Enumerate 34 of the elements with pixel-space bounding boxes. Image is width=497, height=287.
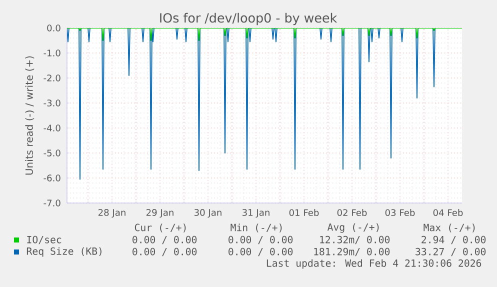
text: 0.00 / 0.00 [132, 248, 197, 256]
y-tick-label: -7.0 [44, 200, 60, 206]
text: 33.27 / 0.00 [416, 248, 486, 256]
x-tick-label: 04 Feb [433, 209, 463, 216]
y-tick-label: -5.0 [44, 150, 60, 156]
text: 0.00 / 0.00 [132, 236, 197, 244]
y-tick-label: 0.0 [47, 24, 60, 32]
y-tick-label: -6.0 [44, 174, 60, 182]
x-tick-label: 30 Jan [194, 209, 222, 218]
x-tick-label: 29 Jan [146, 209, 174, 218]
y-axis-title: Units read (-) / write (+) [25, 56, 34, 175]
line-series [67, 28, 462, 41]
y-tick-label: -2.0 [44, 74, 60, 82]
text: 2.94 / 0.00 [422, 236, 486, 244]
text: Last update: Wed Feb 4 21:30:06 2026 [266, 259, 482, 269]
text: 181.29m/ 0.00 [314, 248, 390, 256]
text: Min (-/+) [230, 224, 282, 232]
y-tick-label: -4.0 [44, 124, 60, 132]
text: Avg (-/+) [327, 223, 379, 233]
text: 0.00 / 0.00 [228, 236, 293, 244]
text: 0.00 / 0.00 [228, 248, 293, 256]
text: Cur (-/+) [134, 224, 186, 232]
y-tick-label: -1.0 [44, 50, 60, 56]
x-tick-label: 01 Feb [289, 209, 319, 216]
text: 12.32m/ 0.00 [320, 236, 390, 244]
x-tick-label: 02 Feb [337, 209, 367, 216]
chart-title: IOs for /dev/loop0 - by week [160, 12, 338, 26]
legend-label: IO/sec [27, 236, 62, 244]
x-tick-label: 03 Feb [385, 209, 415, 216]
x-tick-label: 31 Jan [242, 209, 270, 218]
text: Max (-/+) [424, 224, 475, 232]
x-tick-label: 28 Jan [98, 209, 126, 218]
y-tick-label: -3.0 [44, 100, 60, 106]
legend-label: Req Size (KB) [26, 247, 102, 257]
